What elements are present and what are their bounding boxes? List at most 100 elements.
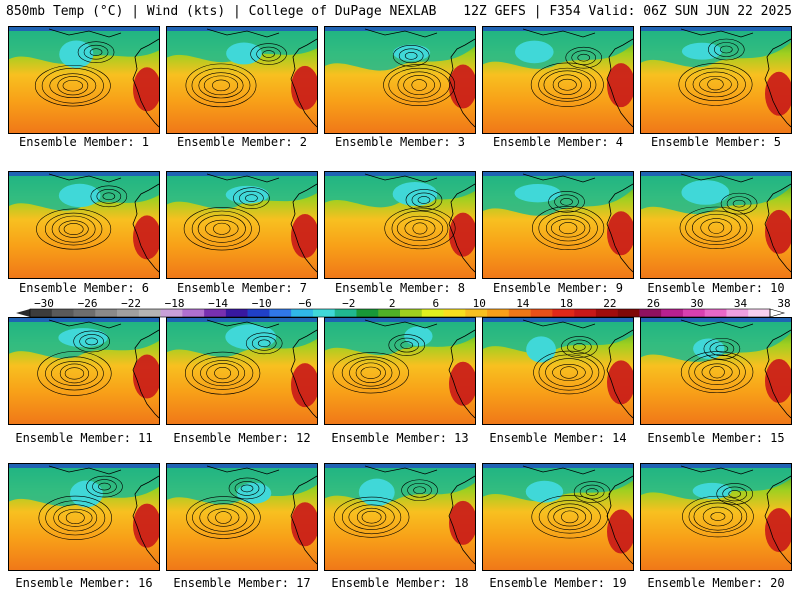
ensemble-member-map (324, 317, 476, 425)
ensemble-member-map (640, 171, 792, 279)
colorbar-tick-label: 2 (389, 298, 396, 310)
ensemble-member-label: Ensemble Member: 1 (18, 135, 150, 149)
colorbar-tick-label: −6 (299, 298, 312, 310)
temperature-colorbar: −30 −26 −22 −18 −14 −10 −6 −2 2 6 10 14 18 22 26 30 34 38… (16, 298, 791, 318)
colorbar-swatch (682, 309, 706, 317)
ensemble-member-map (166, 463, 318, 571)
colorbar-tick-label: 14 (516, 298, 530, 310)
colorbar-swatch (138, 309, 161, 317)
colorbar-right-arrow (769, 308, 786, 318)
colorbar-swatch (30, 309, 53, 317)
header-right: 12Z GEFS | F354 Valid: 06Z SUN JUN 22 20… (463, 4, 792, 19)
colorbar-swatch (443, 309, 466, 317)
colorbar-swatch (356, 309, 379, 317)
colorbar-tick-label: 6 (432, 298, 439, 310)
temperature-field-map (325, 318, 475, 424)
colorbar-tick-label: 10 (473, 298, 486, 310)
colorbar-swatch (421, 309, 444, 317)
ensemble-member-label: Ensemble Member: 11 (15, 431, 153, 445)
ensemble-member-map (166, 26, 318, 134)
ensemble-member-label: Ensemble Member: 2 (176, 135, 308, 149)
colorbar-tick-label: 38 (777, 298, 790, 310)
ensemble-member-map (640, 317, 792, 425)
colorbar-tick-label: −14 (208, 298, 228, 310)
ensemble-member-label: Ensemble Member: 5 (650, 135, 782, 149)
colorbar-tick-label: 30 (690, 298, 703, 310)
colorbar-tick-label: 18 (560, 298, 573, 310)
temperature-field-map (9, 27, 159, 133)
ensemble-member-map (324, 26, 476, 134)
colorbar-swatch (661, 309, 684, 317)
colorbar-swatch (204, 309, 227, 317)
temperature-field-map (167, 27, 317, 133)
colorbar-swatch (465, 309, 488, 317)
ensemble-member-label: Ensemble Member: 8 (334, 281, 466, 295)
colorbar-swatch (73, 309, 96, 317)
colorbar-swatch (95, 309, 118, 317)
colorbar-swatch (182, 309, 205, 317)
temperature-field-map (641, 172, 791, 278)
ensemble-member-map (166, 171, 318, 279)
colorbar-swatch (117, 309, 140, 317)
colorbar-swatch (574, 309, 597, 317)
ensemble-member-label: Ensemble Member: 7 (176, 281, 308, 295)
ensemble-member-label: Ensemble Member: 10 (647, 281, 785, 295)
ensemble-member-map (166, 317, 318, 425)
colorbar-swatch (552, 309, 575, 317)
ensemble-member-label: Ensemble Member: 12 (173, 431, 311, 445)
colorbar-swatch (378, 309, 401, 317)
ensemble-member-label: Ensemble Member: 14 (489, 431, 627, 445)
colorbar-swatch (269, 309, 292, 317)
colorbar-tick-label: −26 (78, 298, 98, 310)
colorbar-swatch (595, 309, 618, 317)
colorbar-tick-label: −2 (342, 298, 355, 310)
ensemble-member-map (482, 463, 634, 571)
colorbar-tick-label: −30 (34, 298, 54, 310)
temperature-field-map (483, 172, 633, 278)
ensemble-member-map (482, 317, 634, 425)
ensemble-member-map (324, 171, 476, 279)
ensemble-member-label: Ensemble Member: 9 (492, 281, 624, 295)
colorbar-swatch (726, 309, 749, 317)
temperature-field-map (641, 27, 791, 133)
ensemble-member-label: Ensemble Member: 13 (331, 431, 469, 445)
colorbar-swatch (334, 309, 357, 317)
colorbar-tick-label: 22 (603, 298, 616, 310)
colorbar-swatch (748, 309, 771, 317)
header-left: 850mb Temp (°C) | Wind (kts) | College o… (6, 4, 437, 19)
ensemble-member-map (640, 26, 792, 134)
ensemble-member-map (8, 171, 160, 279)
ensemble-member-label: Ensemble Member: 18 (331, 576, 469, 590)
colorbar-tick-label: 26 (647, 298, 660, 310)
colorbar-swatch (639, 309, 662, 317)
ensemble-member-map (482, 171, 634, 279)
temperature-field-map (9, 172, 159, 278)
temperature-field-map (167, 464, 317, 570)
colorbar-swatch (487, 309, 510, 317)
colorbar-tick-label: 34 (734, 298, 748, 310)
ensemble-member-label: Ensemble Member: 16 (15, 576, 153, 590)
ensemble-member-map (8, 26, 160, 134)
colorbar-swatch (51, 309, 74, 317)
colorbar-swatch (400, 309, 423, 317)
temperature-field-map (325, 172, 475, 278)
ensemble-member-label: Ensemble Member: 6 (18, 281, 150, 295)
temperature-field-map (641, 318, 791, 424)
temperature-field-map (167, 318, 317, 424)
temperature-field-map (9, 318, 159, 424)
colorbar-swatch (530, 309, 553, 317)
ensemble-member-map (482, 26, 634, 134)
colorbar-swatch (225, 309, 248, 317)
colorbar-left-arrow (16, 309, 30, 317)
colorbar-swatch (160, 309, 183, 317)
ensemble-member-label: Ensemble Member: 19 (489, 576, 627, 590)
colorbar-swatch (617, 309, 640, 317)
temperature-field-map (9, 464, 159, 570)
colorbar-tick-label: −22 (121, 298, 141, 310)
colorbar-swatch (508, 309, 531, 317)
colorbar-swatch (312, 309, 336, 317)
colorbar-swatch (291, 309, 314, 317)
temperature-field-map (167, 172, 317, 278)
ensemble-member-label: Ensemble Member: 4 (492, 135, 624, 149)
ensemble-member-label: Ensemble Member: 3 (334, 135, 466, 149)
